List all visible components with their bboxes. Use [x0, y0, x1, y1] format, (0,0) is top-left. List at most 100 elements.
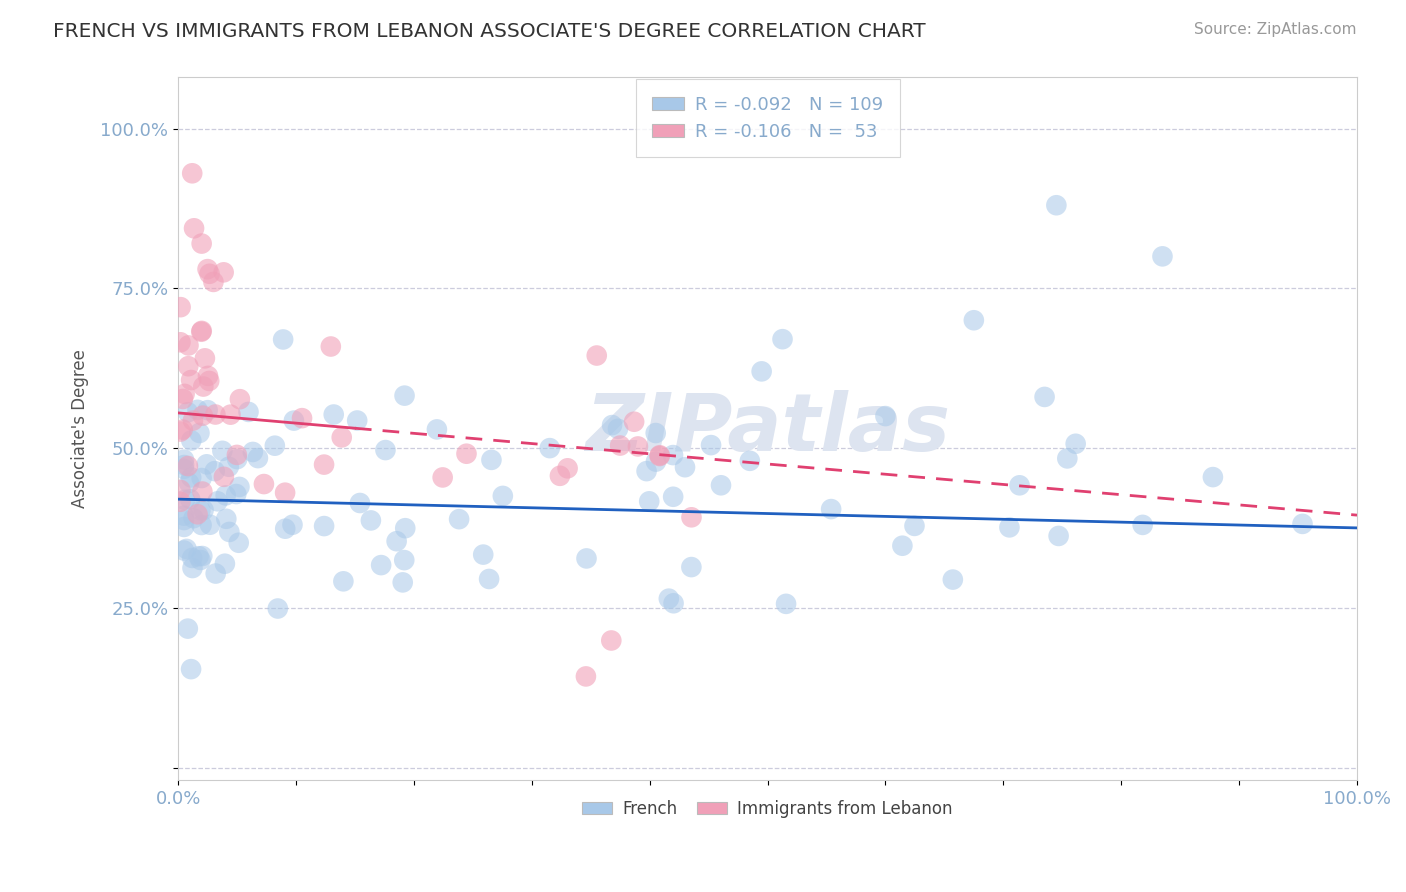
Point	[177, 475, 200, 490]
Point	[181, 166, 204, 180]
Point	[176, 541, 198, 556]
Point	[177, 359, 200, 374]
Point	[751, 364, 773, 378]
Point	[173, 452, 195, 467]
Point	[225, 448, 247, 462]
Point	[180, 470, 202, 484]
Point	[172, 392, 194, 406]
Point	[191, 549, 214, 563]
Point	[173, 458, 195, 472]
Point	[180, 662, 202, 676]
Point	[658, 591, 681, 606]
Point	[775, 597, 797, 611]
Point	[204, 566, 226, 581]
Point	[281, 517, 304, 532]
Point	[662, 448, 685, 462]
Point	[478, 572, 501, 586]
Point	[772, 332, 794, 346]
Point	[600, 633, 623, 648]
Point	[370, 558, 392, 573]
Point	[197, 262, 219, 277]
Point	[319, 339, 342, 353]
Point	[172, 423, 194, 437]
Y-axis label: Associate's Degree: Associate's Degree	[72, 350, 89, 508]
Point	[190, 553, 212, 567]
Point	[426, 422, 449, 436]
Point	[253, 477, 276, 491]
Point	[645, 455, 668, 469]
Point	[700, 438, 723, 452]
Point	[173, 520, 195, 534]
Point	[173, 387, 195, 401]
Point	[385, 534, 408, 549]
Point	[600, 418, 623, 433]
Point	[173, 513, 195, 527]
Point	[173, 543, 195, 558]
Point	[238, 405, 260, 419]
Point	[197, 368, 219, 383]
Point	[1033, 390, 1056, 404]
Point	[330, 430, 353, 444]
Point	[173, 462, 195, 476]
Point	[207, 494, 229, 508]
Point	[738, 454, 761, 468]
Point	[190, 518, 212, 533]
Point	[332, 574, 354, 589]
Point	[188, 425, 211, 440]
Point	[177, 458, 200, 473]
Point	[186, 402, 208, 417]
Point	[322, 408, 344, 422]
Point	[215, 512, 238, 526]
Point	[190, 325, 212, 339]
Point	[1056, 451, 1078, 466]
Point	[481, 453, 503, 467]
Point	[177, 622, 200, 636]
Point	[180, 434, 202, 448]
Point	[183, 511, 205, 525]
Point	[181, 413, 204, 427]
Point	[1152, 249, 1174, 263]
Point	[169, 483, 191, 497]
Point	[198, 267, 221, 281]
Legend: French, Immigrants from Lebanon: French, Immigrants from Lebanon	[575, 793, 959, 825]
Point	[609, 438, 631, 452]
Point	[585, 349, 607, 363]
Point	[215, 488, 238, 502]
Point	[195, 458, 218, 472]
Point	[169, 495, 191, 509]
Point	[575, 551, 598, 566]
Point	[228, 480, 250, 494]
Point	[349, 496, 371, 510]
Point	[1202, 470, 1225, 484]
Point	[942, 573, 965, 587]
Point	[218, 524, 240, 539]
Point	[193, 379, 215, 393]
Point	[274, 485, 297, 500]
Point	[190, 503, 212, 517]
Point	[449, 512, 471, 526]
Point	[181, 551, 204, 566]
Point	[681, 560, 703, 574]
Point	[198, 374, 221, 388]
Point	[374, 443, 396, 458]
Point	[194, 351, 217, 366]
Point	[394, 521, 416, 535]
Point	[644, 425, 666, 440]
Point	[662, 596, 685, 610]
Point	[963, 313, 986, 327]
Point	[710, 478, 733, 492]
Point	[212, 265, 235, 279]
Point	[173, 508, 195, 523]
Point	[229, 392, 252, 407]
Point	[492, 489, 515, 503]
Point	[191, 409, 214, 423]
Point	[204, 464, 226, 478]
Point	[197, 403, 219, 417]
Point	[875, 409, 897, 423]
Point	[179, 492, 201, 507]
Point	[190, 236, 212, 251]
Point	[263, 439, 285, 453]
Point	[636, 464, 658, 478]
Point	[472, 548, 495, 562]
Point	[183, 221, 205, 235]
